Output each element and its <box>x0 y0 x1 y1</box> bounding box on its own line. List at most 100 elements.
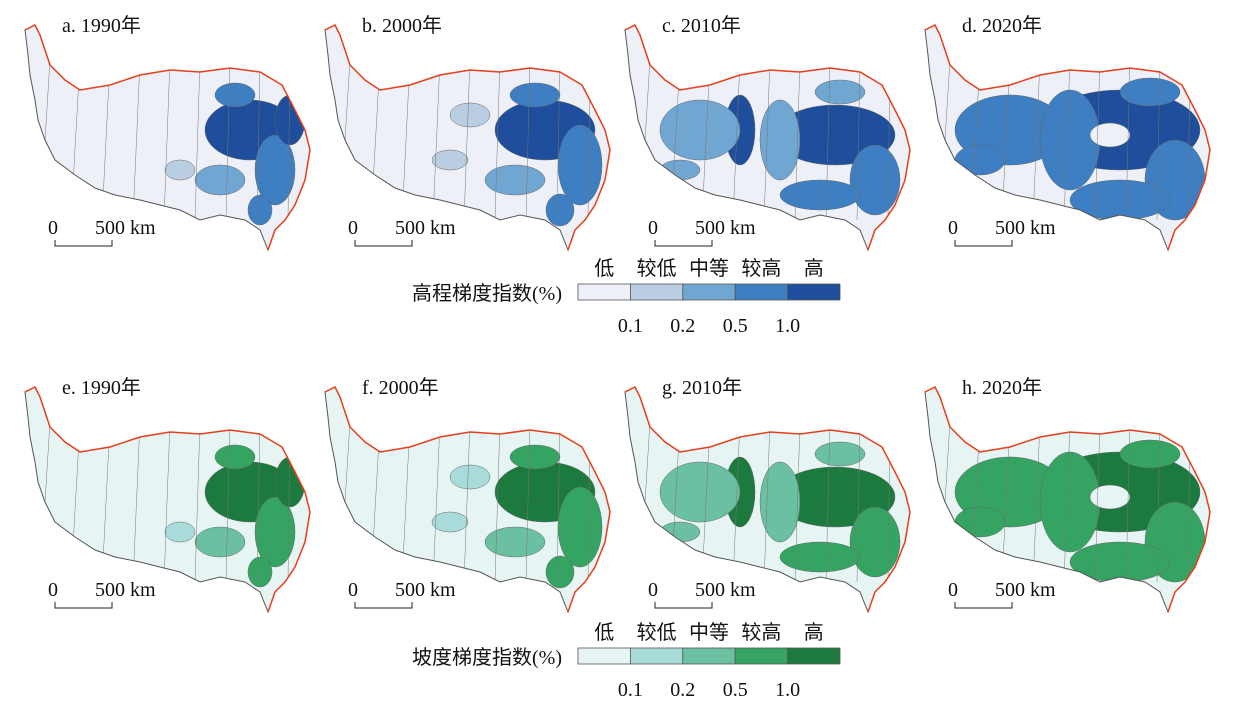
legend-class: 高 <box>804 257 824 280</box>
region <box>954 506 1006 538</box>
boundary <box>132 421 141 583</box>
scale-length: 500 km <box>395 217 456 239</box>
map <box>925 387 1210 612</box>
legend-class: 较低 <box>637 257 677 280</box>
legend-swatch <box>577 647 631 665</box>
boundary <box>494 421 501 583</box>
legend-break: 0.1 <box>618 315 643 337</box>
scale-zero: 0 <box>348 217 358 239</box>
panel-label: c. 2010年 <box>662 14 741 37</box>
boundary <box>825 421 831 583</box>
region <box>247 194 273 226</box>
map-panel <box>24 385 311 613</box>
region <box>779 541 861 573</box>
boundary <box>1156 421 1161 583</box>
boundary <box>163 421 171 583</box>
legend-break: 0.5 <box>723 315 748 337</box>
boundary <box>1125 421 1131 583</box>
scale-length: 500 km <box>95 217 156 239</box>
boundary <box>732 421 741 583</box>
scale-zero: 0 <box>48 579 58 601</box>
region <box>1069 541 1171 583</box>
map-panel <box>624 385 911 613</box>
legend-class: 较低 <box>637 621 677 644</box>
legend-swatch <box>787 283 841 301</box>
boundary <box>1094 421 1101 583</box>
boundary <box>1156 59 1161 221</box>
border <box>624 385 911 613</box>
scale-bar <box>954 240 1013 247</box>
region <box>194 526 246 558</box>
boundary <box>825 59 831 221</box>
region <box>1089 122 1131 148</box>
region <box>779 179 861 211</box>
legend-swatch <box>577 283 631 301</box>
legend-class: 高 <box>804 621 824 644</box>
boundary <box>256 421 261 583</box>
boundary <box>225 59 231 221</box>
boundary <box>1063 421 1071 583</box>
boundary <box>494 59 501 221</box>
border <box>924 385 1211 613</box>
region <box>557 486 603 568</box>
border <box>924 23 1211 251</box>
region <box>164 521 196 543</box>
boundary <box>463 421 471 583</box>
region <box>659 461 741 523</box>
region <box>759 461 801 543</box>
legend-break: 1.0 <box>775 315 800 337</box>
scale-length: 500 km <box>395 579 456 601</box>
legend-swatch <box>734 283 789 301</box>
legend-break: 0.2 <box>670 315 695 337</box>
legend-swatch <box>682 647 736 665</box>
region <box>194 164 246 196</box>
boundary <box>525 421 531 583</box>
boundary <box>256 59 261 221</box>
legend-class: 中等 <box>689 257 729 280</box>
boundary <box>556 59 561 221</box>
border <box>324 385 611 613</box>
legend-class: 中等 <box>689 621 729 644</box>
border <box>24 23 311 251</box>
region <box>484 164 546 196</box>
panel-label: f. 2000年 <box>362 376 439 399</box>
scale-bar <box>654 602 713 609</box>
boundary <box>432 421 441 583</box>
map <box>925 25 1210 250</box>
map-panel <box>324 385 611 613</box>
region <box>814 441 866 467</box>
scale-length: 500 km <box>695 579 756 601</box>
region <box>164 159 196 181</box>
region <box>1039 89 1101 191</box>
region <box>557 124 603 206</box>
scale-bar <box>654 240 713 247</box>
scale-bar <box>354 602 413 609</box>
legend-class: 较高 <box>741 621 781 644</box>
region <box>954 144 1006 176</box>
region <box>849 144 901 216</box>
boundary <box>763 421 771 583</box>
region <box>431 149 469 171</box>
region <box>1119 439 1181 469</box>
boundary <box>1063 59 1071 221</box>
scale-bar <box>54 240 113 247</box>
map-panel <box>324 23 611 251</box>
boundary <box>1094 59 1101 221</box>
map-panel <box>624 23 911 251</box>
region <box>545 555 575 589</box>
boundary <box>732 59 741 221</box>
boundary <box>132 59 141 221</box>
panel-label: g. 2010年 <box>662 376 742 399</box>
map-panel <box>924 23 1211 251</box>
legend-class: 低 <box>594 621 614 644</box>
panel-label: h. 2020年 <box>962 376 1042 399</box>
region <box>254 134 296 206</box>
map <box>25 387 310 612</box>
region <box>449 464 491 490</box>
legend-title: 坡度梯度指数(%) <box>412 646 562 669</box>
region <box>849 506 901 578</box>
map <box>325 25 610 250</box>
boundary <box>794 59 801 221</box>
legend-break: 0.5 <box>723 679 748 701</box>
